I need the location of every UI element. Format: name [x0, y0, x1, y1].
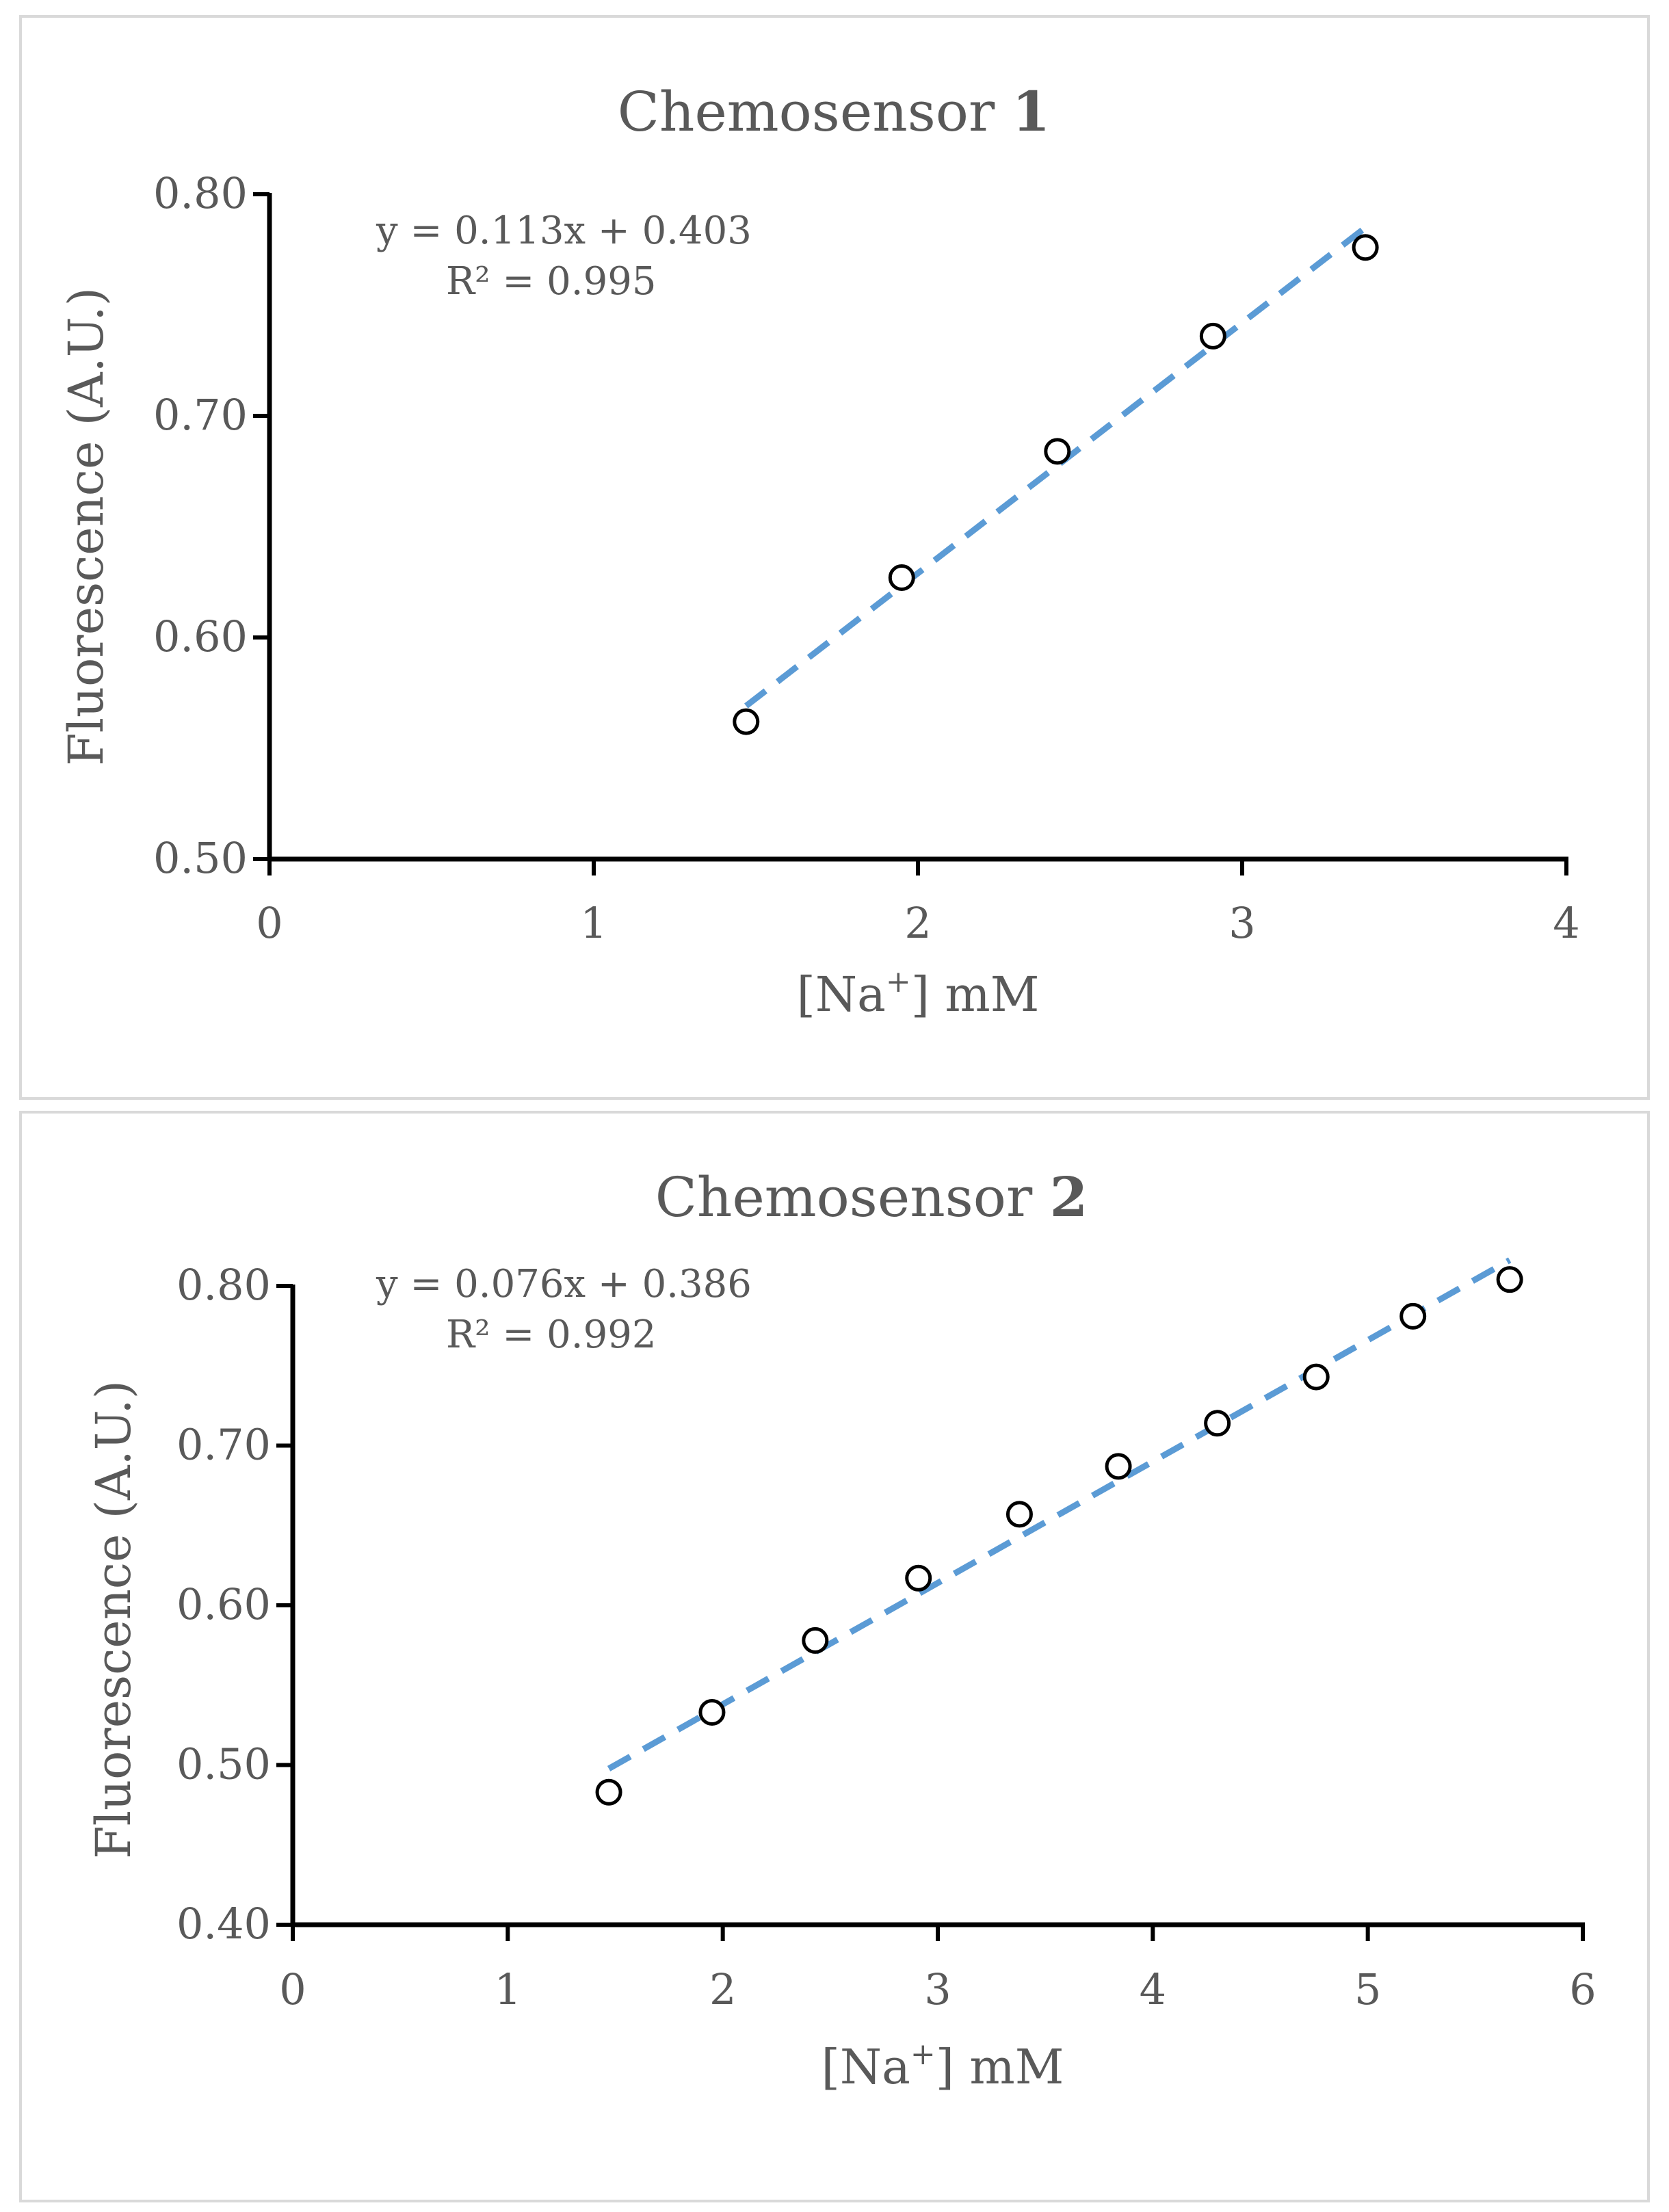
chart-2-data-point — [698, 1698, 726, 1726]
chart-2-svg: Chemosensor 2 0.40 0.50 0.60 0.70 0.80 0 1 2 3 4 5 6… — [86, 1165, 1596, 2095]
chart-1-r-squared: R² = 0.995 — [446, 259, 656, 304]
chart-1-title: Chemosensor 1 — [618, 79, 1051, 144]
chart-1-title-prefix: Chemosensor — [618, 80, 1012, 144]
chart-2-x-tick-label: 1 — [495, 1964, 521, 2014]
chart-1-x-axis-label: [Na+] mM — [797, 964, 1040, 1023]
chart-1-equation: y = 0.113x + 0.403 — [376, 209, 752, 253]
chart-2-x-axis-label-part: [Na — [822, 2039, 910, 2095]
chart-2-x-tick-label: 5 — [1354, 1964, 1381, 2014]
chart-2-data-point — [595, 1778, 622, 1806]
chart-2-y-axis-label: Fluorescence (A.U.) — [86, 1380, 142, 1859]
chart-1-x-axis-label-part: ] mM — [911, 966, 1040, 1023]
chart-1-data-point — [1352, 234, 1379, 261]
chart-1-x-axis-label-part: [Na — [797, 966, 886, 1023]
chart-2-title-number: 2 — [1050, 1165, 1088, 1229]
chart-2-y-tick-label: 0.80 — [176, 1260, 271, 1310]
chart-1-x-tick-label: 0 — [256, 898, 282, 948]
chart-2-data-point — [905, 1564, 932, 1592]
chart-2-y-tick-label: 0.40 — [176, 1899, 271, 1949]
chart-1-x-axis-label-sup: + — [886, 964, 911, 999]
chart-2-x-tick-label: 3 — [924, 1964, 951, 2014]
chart-1-trendline — [744, 225, 1367, 709]
chart-1-x-tick-label: 1 — [580, 898, 607, 948]
chart-2-x-axis-label-part: ] mM — [936, 2039, 1064, 2095]
chart-2-data-point — [1204, 1410, 1231, 1437]
chart-2-x-tick-label: 0 — [279, 1964, 306, 2014]
chart-2-trendline — [607, 1257, 1512, 1772]
chart-2-y-tick-label: 0.60 — [176, 1579, 271, 1629]
chart-2-data-point — [1302, 1363, 1330, 1391]
chart-1-data-point — [1044, 438, 1071, 465]
chart-2-x-tick-label: 2 — [709, 1964, 736, 2014]
chart-1-svg: Chemosensor 1 0.50 0.60 0.70 0.80 0 1 2 3 4 [Na+] … — [58, 79, 1580, 1023]
chart-1-y-tick-label: 0.50 — [153, 833, 248, 883]
chart-2-x-tick-label: 6 — [1569, 1964, 1596, 2014]
chart-1-y-tick-label: 0.60 — [153, 611, 248, 661]
chart-2-x-axis-label: [Na+] mM — [822, 2037, 1064, 2095]
chart-2-title-prefix: Chemosensor — [655, 1166, 1050, 1229]
chart-1-x-tick-label: 4 — [1553, 898, 1579, 948]
chart-2-data-point — [1105, 1453, 1132, 1480]
chart-1-x-tick-label: 2 — [904, 898, 931, 948]
chart-2-x-axis-label-sup: + — [910, 2037, 936, 2072]
chart-2-data-point — [1496, 1266, 1523, 1293]
chart-1-y-axis-label: Fluorescence (A.U.) — [58, 287, 114, 766]
chart-1-data-point — [888, 564, 915, 592]
chart-1-y-tick-label: 0.80 — [153, 168, 248, 218]
chart-panel-1: Chemosensor 1 0.50 0.60 0.70 0.80 0 1 2 3 4 [Na+] … — [19, 15, 1650, 1100]
chart-2-r-squared: R² = 0.992 — [446, 1313, 656, 1357]
chart-1-title-number: 1 — [1012, 79, 1051, 144]
chart-1-y-tick-label: 0.70 — [153, 390, 248, 440]
chart-2-data-point — [1399, 1302, 1427, 1330]
chart-2-data-point — [802, 1627, 829, 1654]
chart-2-title: Chemosensor 2 — [655, 1165, 1088, 1229]
chart-2-y-tick-label: 0.50 — [176, 1739, 271, 1789]
chart-2-x-tick-label: 4 — [1140, 1964, 1166, 2014]
chart-1-data-point — [1199, 322, 1226, 350]
chart-2-y-tick-label: 0.70 — [176, 1420, 271, 1470]
chart-2-equation: y = 0.076x + 0.386 — [376, 1262, 752, 1306]
chart-1-data-point — [733, 708, 760, 735]
chart-1-x-tick-label: 3 — [1228, 898, 1255, 948]
chart-panel-2: Chemosensor 2 0.40 0.50 0.60 0.70 0.80 0 1 2 3 4 5 6… — [19, 1111, 1650, 2202]
chart-2-data-point — [1006, 1501, 1033, 1528]
